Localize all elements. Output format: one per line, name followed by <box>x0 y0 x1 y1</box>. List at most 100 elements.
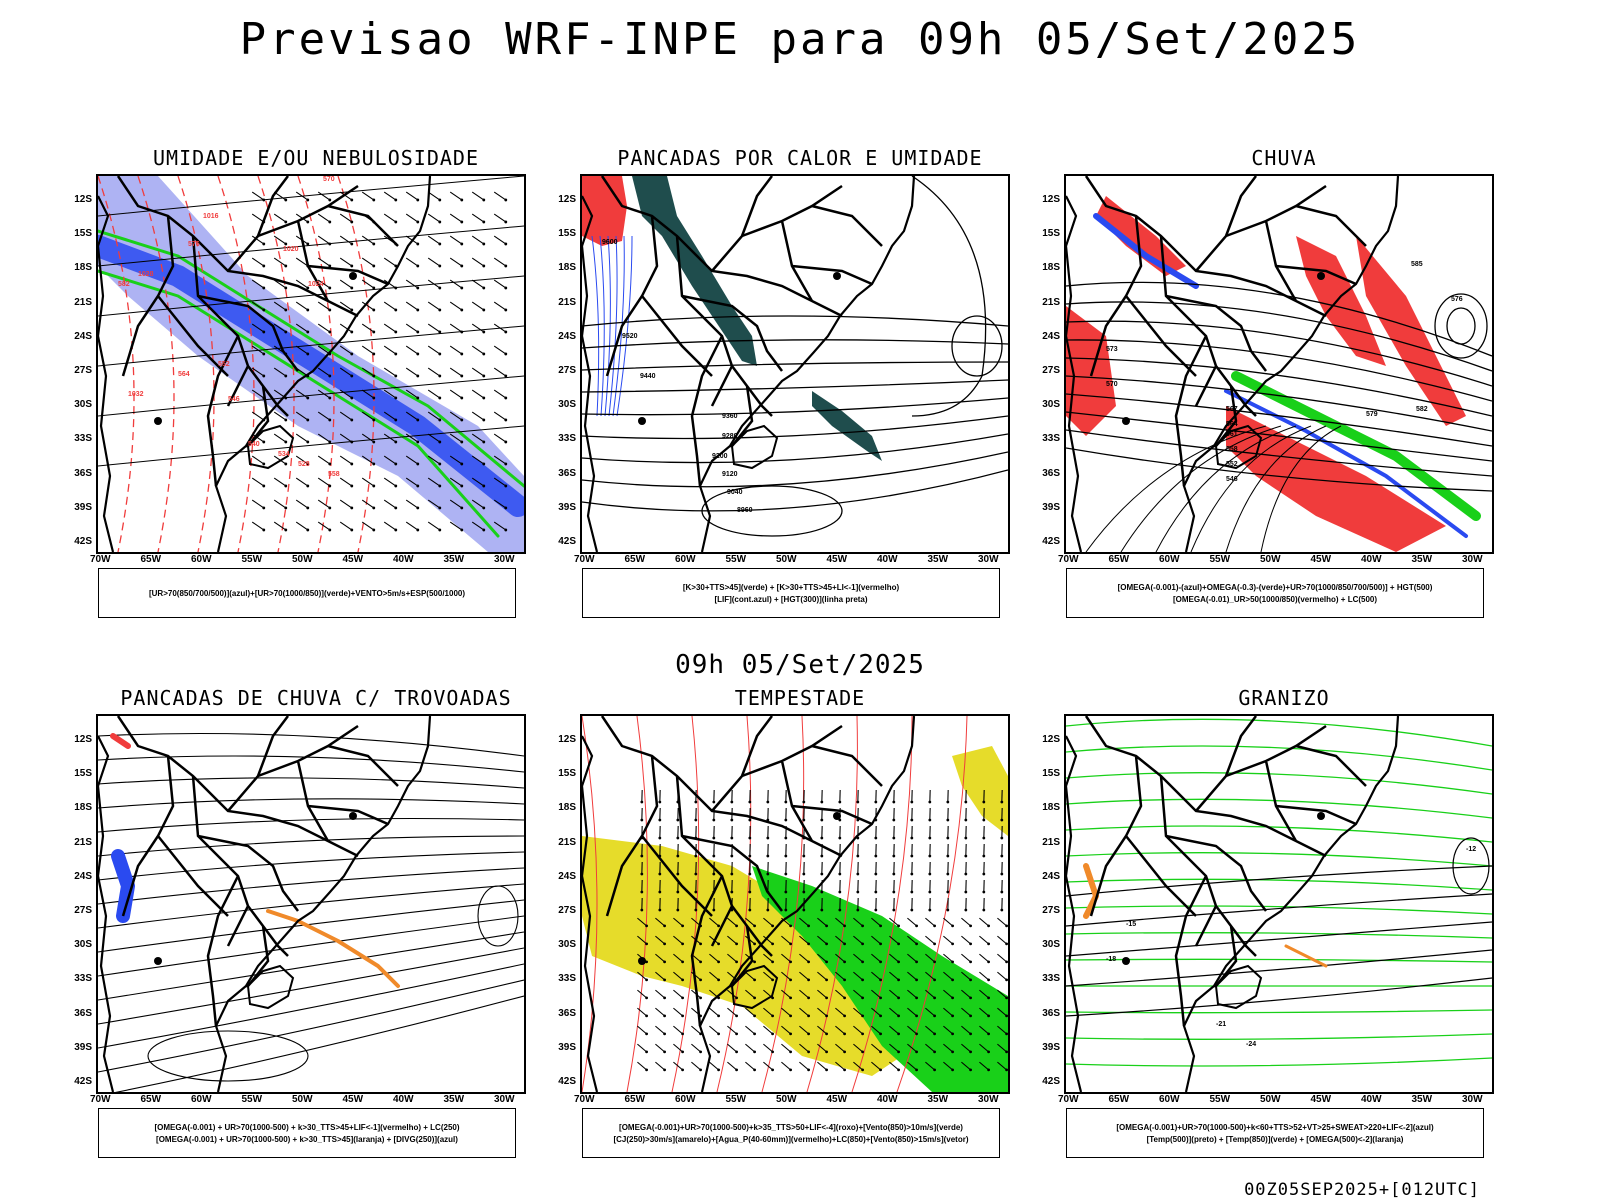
lat-tick-label: 21S <box>1042 836 1060 848</box>
wind-vector-head <box>987 1014 990 1018</box>
wind-arrow-head <box>262 330 266 334</box>
wind-vector <box>655 1007 665 1017</box>
wind-vector-head <box>676 872 680 876</box>
wind-vector-head <box>928 890 932 894</box>
wind-vector <box>655 1061 665 1071</box>
wind-arrow-head <box>460 462 464 466</box>
wind-arrow <box>471 367 485 377</box>
wind-vector <box>907 917 917 927</box>
hgt300-contour <box>701 485 843 537</box>
lake-mark <box>154 957 162 965</box>
lat-tick-label: 12S <box>1042 194 1060 205</box>
wind-vector-head <box>1005 960 1008 964</box>
wind-vector <box>961 953 971 963</box>
state-borders <box>600 176 883 487</box>
thickness-contour <box>337 176 375 552</box>
wind-arrow-head <box>284 242 288 246</box>
lake-mark <box>833 272 841 280</box>
wind-arrow-head <box>306 286 310 290</box>
wind-vector-head <box>987 1068 990 1072</box>
temp850-contour <box>1066 1057 1492 1067</box>
wind-vector <box>673 1025 683 1035</box>
lat-tick-label: 30S <box>558 399 576 411</box>
wind-vector-head <box>897 1050 900 1054</box>
streamline <box>98 732 524 757</box>
contour-label: 558 <box>1226 446 1238 453</box>
wind-vector <box>799 917 809 927</box>
wind-vector <box>727 1025 737 1035</box>
wind-arrow-head <box>460 528 464 532</box>
panel-title: CHUVA <box>1251 146 1317 170</box>
lat-tick-label: 12S <box>1042 734 1060 745</box>
wind-vector-head <box>874 908 878 912</box>
wind-vector-head <box>1000 818 1004 822</box>
wind-vector-head <box>951 1068 954 1072</box>
lat-tick-label: 12S <box>558 734 576 745</box>
wind-vector <box>709 1025 719 1035</box>
wind-arrow-head <box>328 396 332 400</box>
wind-arrow-head <box>438 242 442 246</box>
wind-vector <box>979 1025 989 1035</box>
wind-vector <box>691 1061 701 1071</box>
wind-vector-head <box>897 942 900 946</box>
wind-arrow-head <box>350 506 354 510</box>
wind-arrow <box>471 345 485 355</box>
wind-arrow-head <box>394 506 398 510</box>
wind-arrow-head <box>416 484 420 488</box>
wind-arrow-head <box>482 506 486 510</box>
wind-arrow <box>361 521 375 531</box>
contour-label: 1016 <box>203 213 219 220</box>
lat-tick-label: 18S <box>558 802 576 814</box>
wind-vector <box>889 989 899 999</box>
wind-vector-head <box>789 996 792 1000</box>
wind-arrow-head <box>416 462 420 466</box>
streamline <box>1260 425 1342 552</box>
wind-arrow-head <box>438 374 442 378</box>
wind-arrow <box>449 257 463 267</box>
lon-tick-label: 60W <box>191 1094 212 1105</box>
wind-vector-head <box>640 854 644 858</box>
lat-tick-label: 15S <box>1042 768 1060 780</box>
wind-vector <box>997 989 1007 999</box>
lat-tick-label: 42S <box>1042 536 1060 547</box>
wind-vector-head <box>1005 1032 1008 1036</box>
hgt500-contour <box>1066 320 1492 387</box>
wind-vector <box>925 971 935 981</box>
wind-arrow-head <box>394 528 398 532</box>
lat-tick-label: 42S <box>1042 1076 1060 1087</box>
legend-line-2: [CJ(250)>30m/s](amarelo)+[Agua_P(40-60mm… <box>613 1134 969 1144</box>
wind-vector-head <box>825 960 828 964</box>
wind-vector-head <box>681 996 684 1000</box>
legend-line-2: [OMEGA(-0.01)_UR>50(1000/850)(vermelho) … <box>1172 594 1378 604</box>
wind-vector <box>871 1061 881 1071</box>
streamline <box>147 1030 309 1082</box>
wind-vector <box>979 953 989 963</box>
wind-vector-head <box>951 1014 954 1018</box>
lat-tick-label: 36S <box>558 1007 576 1019</box>
wind-arrow-head <box>262 484 266 488</box>
lat-tick-label: 33S <box>1042 973 1060 985</box>
wind-arrow <box>317 213 331 223</box>
wind-arrow <box>427 455 441 465</box>
lon-tick-label: 70W <box>1058 554 1079 565</box>
wind-arrow <box>273 279 287 289</box>
lon-axis: 70W 65W 60W 55W 50W 45W 40W 35W 30W <box>1058 554 1492 568</box>
wind-vector <box>673 1061 683 1071</box>
wind-vector-head <box>645 1032 648 1036</box>
lon-tick-label: 55W <box>1209 554 1231 565</box>
jet-yellow-area <box>952 746 1008 836</box>
wind-arrow-head <box>482 198 486 202</box>
wind-vector <box>907 1043 917 1053</box>
temp500-contour <box>1066 893 1492 927</box>
wind-vector-head <box>910 872 914 876</box>
wind-vector-head <box>910 890 914 894</box>
wind-arrow <box>493 257 507 267</box>
wind-vector-head <box>825 1068 828 1072</box>
wind-vector <box>835 971 845 981</box>
wind-arrow <box>361 499 375 509</box>
wind-vector-head <box>825 1014 828 1018</box>
wind-vector-head <box>681 1050 684 1054</box>
wind-vector-head <box>789 1014 792 1018</box>
contour-label: 1032 <box>128 391 144 398</box>
wind-arrow <box>471 411 485 421</box>
